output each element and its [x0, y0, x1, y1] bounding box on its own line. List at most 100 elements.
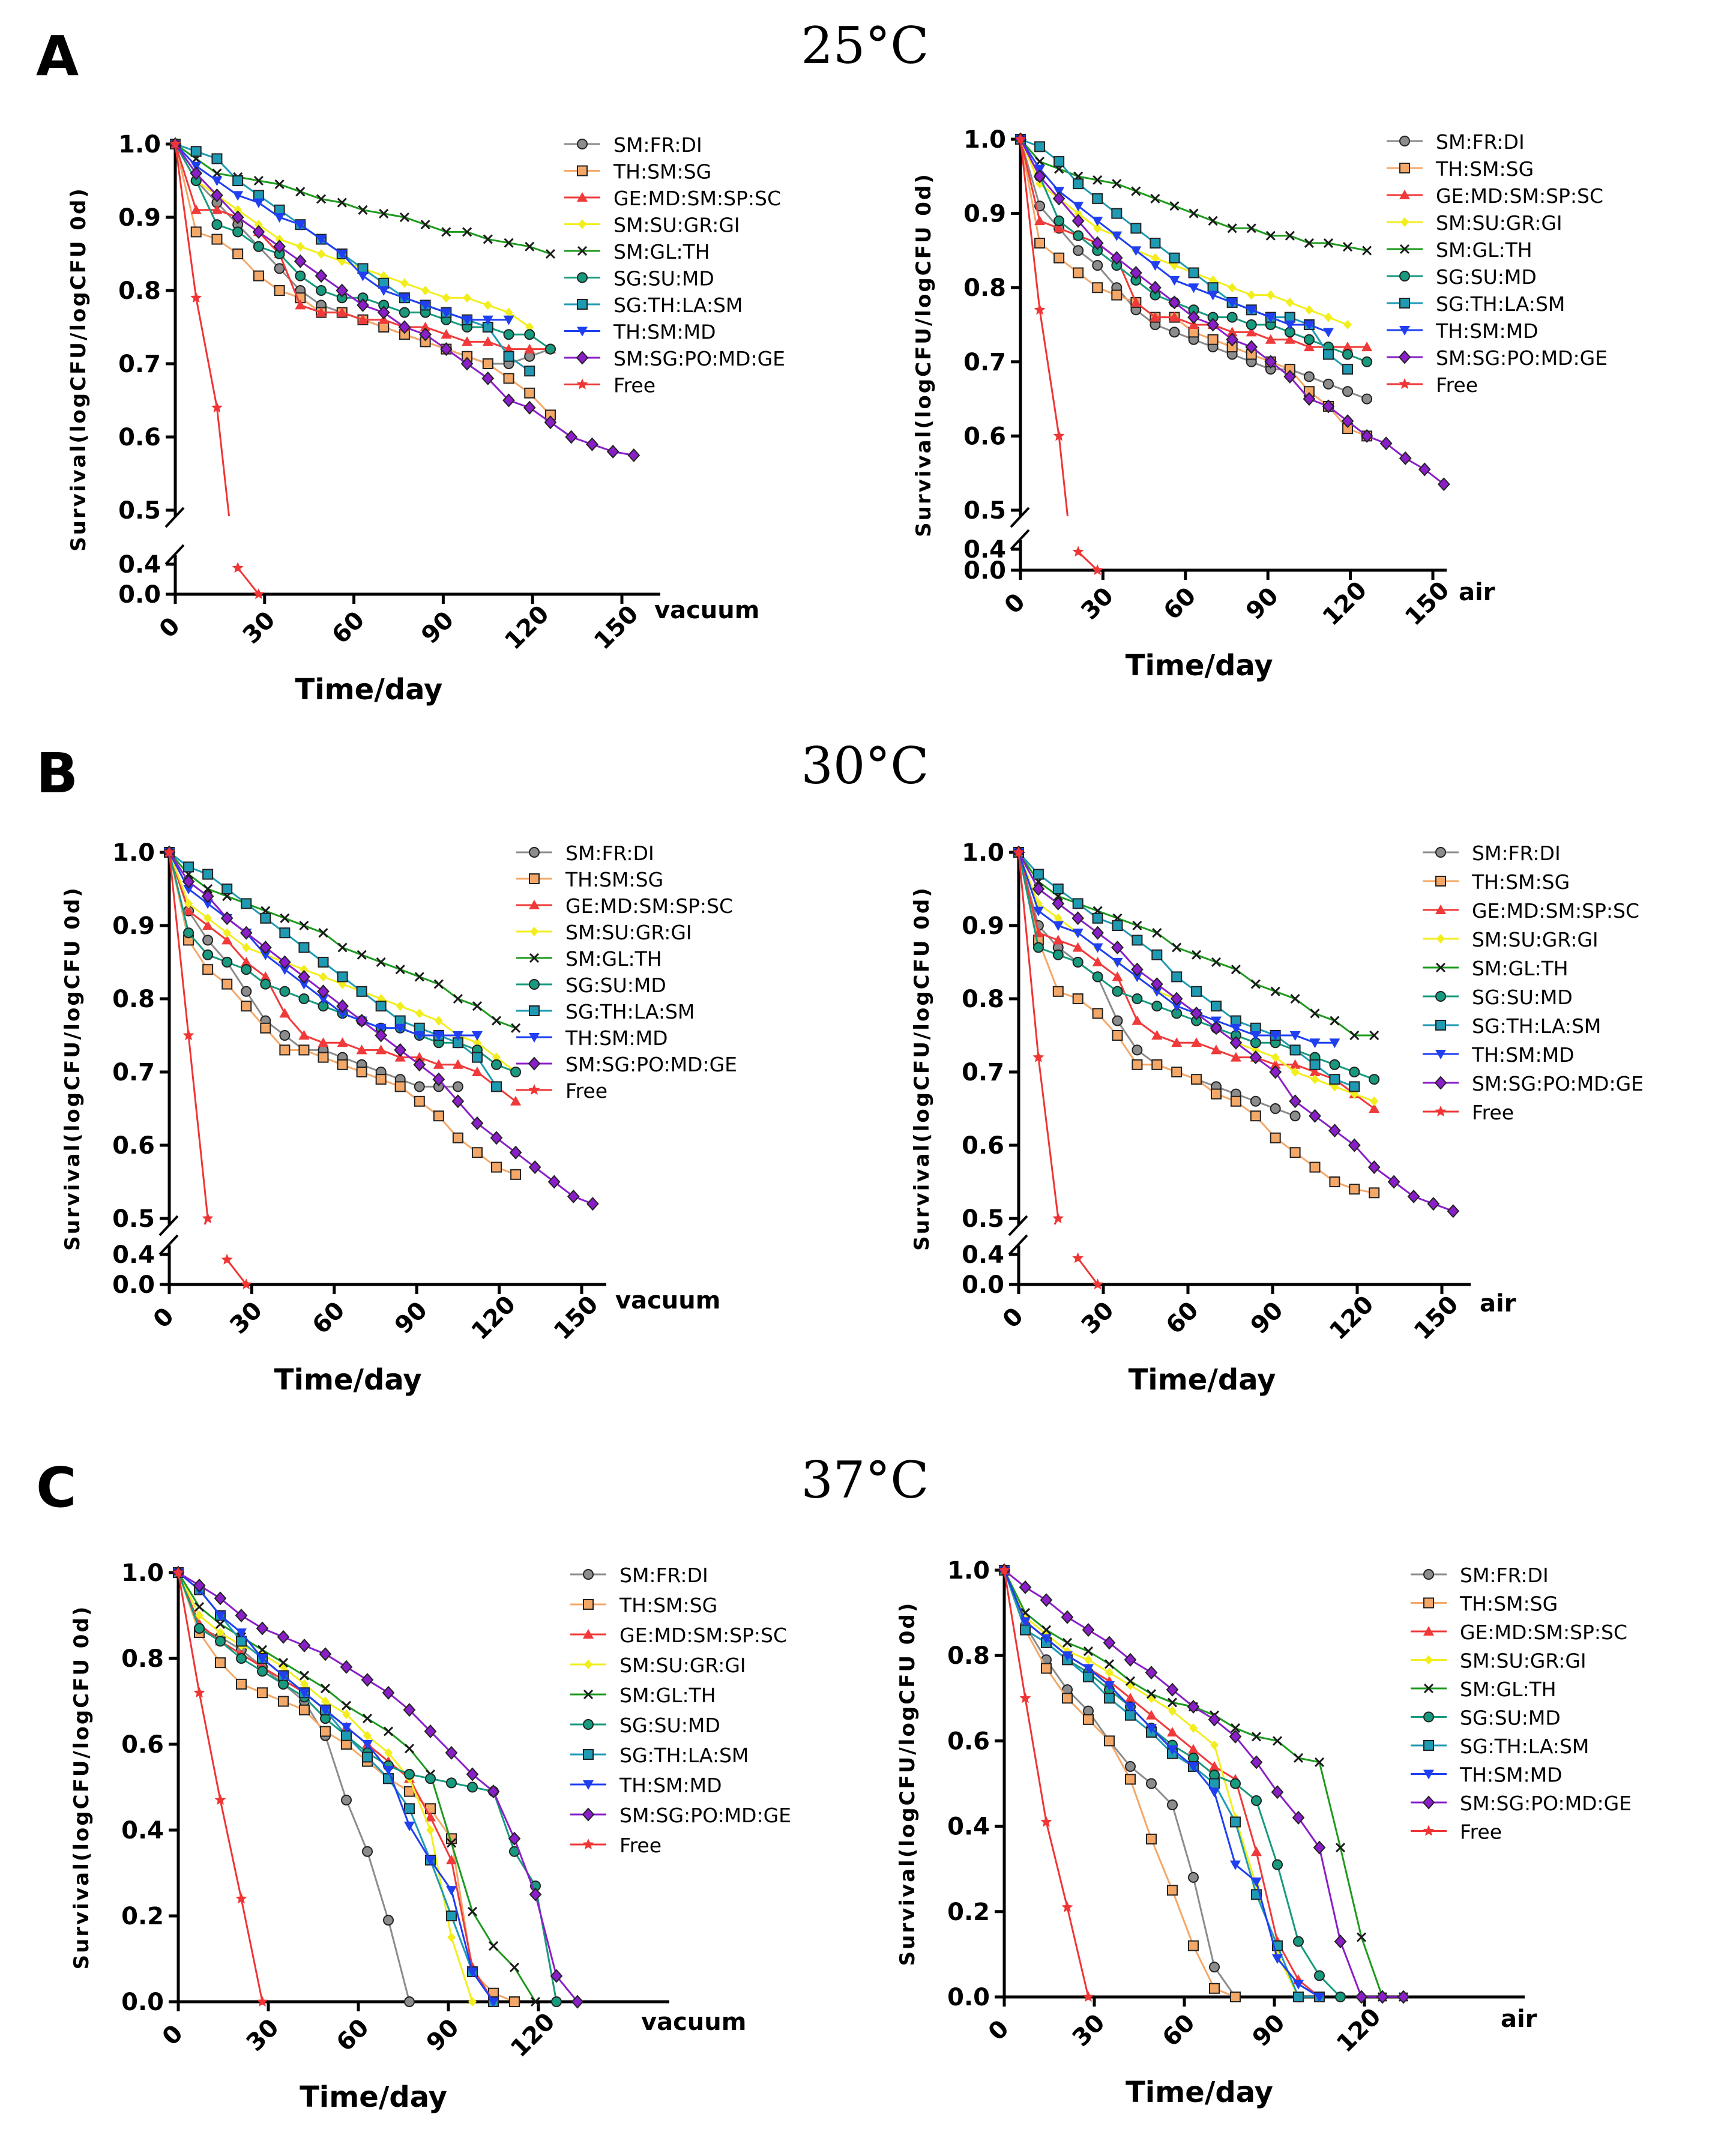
data-point: [299, 1670, 310, 1681]
y-tick-label: 0.8: [121, 1645, 164, 1673]
data-point: [467, 1967, 478, 1977]
data-point: [1289, 1147, 1301, 1158]
legend-label: SM:FR:DI: [619, 1564, 708, 1587]
data-point: [488, 1998, 499, 2007]
data-point: [510, 1169, 522, 1180]
data-point: [1335, 1843, 1346, 1853]
data-point: [1230, 1778, 1241, 1789]
data-point: [298, 969, 310, 984]
data-point: [1019, 1692, 1031, 1703]
data-point: [342, 1709, 351, 1719]
data-point: [1072, 957, 1084, 968]
data-point: [1040, 1593, 1053, 1607]
data-point: [299, 1688, 310, 1699]
data-point: [482, 315, 493, 325]
data-point: [414, 1095, 425, 1107]
data-point: [571, 1995, 584, 2009]
data-point: [524, 366, 535, 377]
legend-marker: [1435, 991, 1446, 1002]
data-point: [1061, 1610, 1074, 1624]
legend-marker: [1423, 1711, 1434, 1723]
data-point: [504, 307, 513, 318]
chart-30c-vacuum: 1.00.90.80.70.60.50.40.00 30 60 90 120 150Tim…: [61, 839, 737, 1397]
data-point: [375, 1044, 387, 1055]
data-point: [1289, 1031, 1301, 1041]
data-point: [1329, 1038, 1340, 1049]
legend-label: SM:FR:DI: [1472, 842, 1561, 865]
data-point: [565, 430, 578, 444]
data-point: [383, 1726, 394, 1736]
series-line: [177, 1572, 537, 2002]
data-point: [1251, 1795, 1262, 1806]
legend-marker: [1434, 1076, 1447, 1090]
data-point: [260, 971, 271, 981]
data-point: [1209, 1787, 1220, 1798]
data-point: [462, 315, 473, 325]
data-point: [606, 444, 619, 459]
data-point: [299, 1704, 310, 1715]
data-point: [1356, 1932, 1367, 1942]
data-point: [1073, 230, 1084, 241]
series-line: [1019, 139, 1348, 326]
data-point: [260, 978, 271, 990]
data-point: [1250, 1095, 1261, 1107]
y-tick-label: 0.6: [118, 424, 161, 451]
data-point: [419, 327, 432, 342]
data-point: [195, 1610, 203, 1621]
data-point: [503, 343, 514, 354]
y-tick-label: 0.5: [118, 497, 161, 525]
data-point: [511, 1023, 521, 1033]
section-letter-a: A: [36, 24, 79, 88]
legend-label: Free: [619, 1834, 662, 1857]
data-point: [1124, 1652, 1137, 1667]
section-temperature-a: 25°C: [801, 16, 929, 75]
plot-area: [998, 1563, 1410, 2004]
data-point: [1084, 1655, 1093, 1665]
data-point: [487, 1784, 500, 1799]
y-tick-label: 0.8: [963, 274, 1006, 302]
data-point: [253, 175, 264, 186]
data-point: [316, 307, 327, 317]
legend-item: SM:GL:TH: [1411, 1678, 1557, 1701]
legend-item: SM:GL:TH: [564, 240, 710, 263]
data-point: [452, 1059, 463, 1069]
data-point: [503, 329, 514, 340]
data-point: [1105, 1667, 1114, 1678]
data-point: [1169, 276, 1180, 286]
y-tick-label: 1.0: [963, 126, 1006, 154]
legend-marker: [1399, 326, 1410, 336]
data-point: [425, 1811, 436, 1822]
data-point: [1130, 246, 1142, 256]
data-point: [524, 329, 535, 340]
data-point: [1230, 1052, 1241, 1062]
legend-label: SM:SG:PO:MD:GE: [1460, 1792, 1632, 1815]
legend-marker: [1423, 1769, 1434, 1780]
data-point: [1303, 342, 1315, 352]
y-tick-label: 0.2: [121, 1903, 164, 1930]
data-point: [1170, 992, 1183, 1006]
data-point: [1207, 291, 1219, 301]
legend-item: SM:SG:PO:MD:GE: [564, 347, 785, 370]
data-point: [193, 1578, 206, 1592]
data-point: [232, 191, 244, 201]
data-point: [1130, 297, 1142, 307]
data-point: [1053, 913, 1062, 923]
legend-label: TH:SM:SG: [1471, 870, 1570, 894]
data-point: [451, 1094, 465, 1109]
data-point: [1246, 306, 1257, 316]
data-point: [1407, 1189, 1420, 1203]
data-point: [1052, 884, 1064, 894]
series-sm-sg-po-md-ge: [169, 137, 640, 462]
series-line: [215, 408, 231, 517]
y-axis-title: Survival(logCFU/logCFU 0d): [910, 886, 934, 1251]
data-point: [1132, 1059, 1143, 1070]
data-point: [1092, 216, 1103, 226]
series-sg-th-la-sm: [164, 847, 502, 1092]
data-point: [1349, 1067, 1360, 1077]
data-point: [1329, 1176, 1340, 1187]
data-point: [472, 1001, 483, 1011]
data-point: [1369, 1074, 1380, 1085]
data-point: [212, 168, 222, 178]
legend-item: TH:SM:MD: [564, 321, 716, 344]
legend-item: SG:TH:LA:SM: [1423, 1014, 1601, 1038]
